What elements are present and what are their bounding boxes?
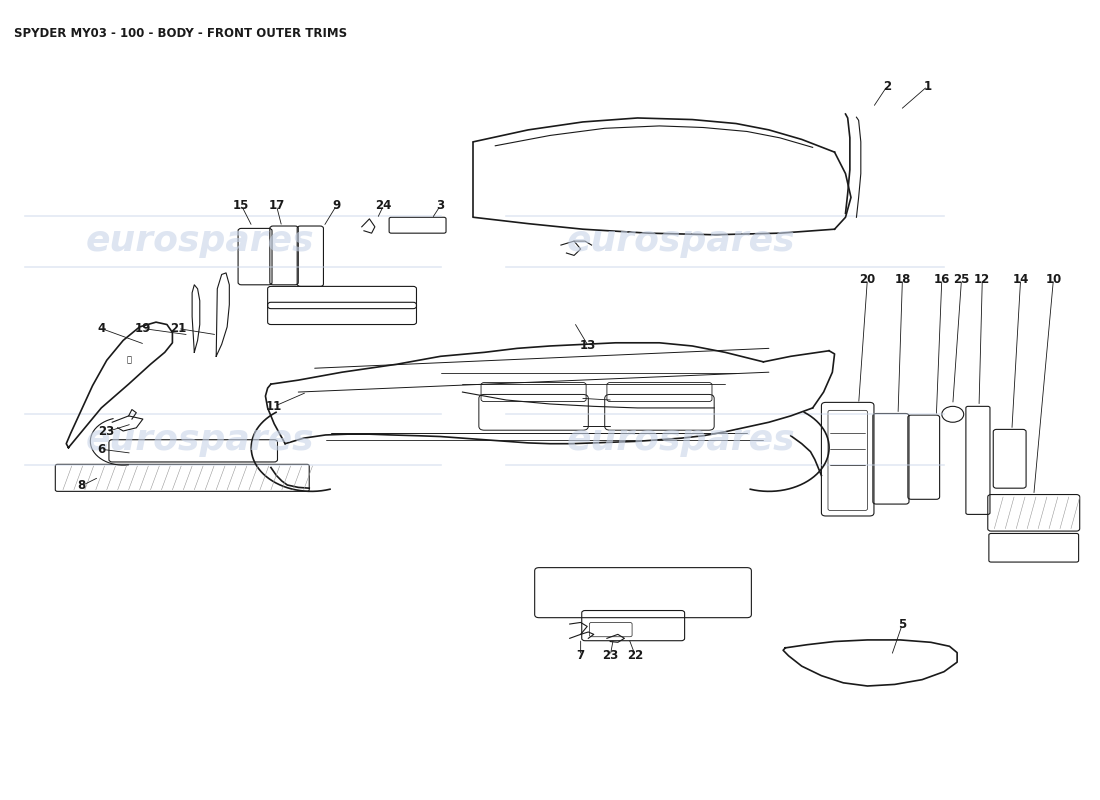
Text: 1: 1 (924, 80, 932, 93)
Text: 8: 8 (77, 479, 86, 492)
Text: 17: 17 (268, 199, 285, 212)
Text: 5: 5 (899, 618, 906, 630)
Text: eurospares: eurospares (566, 224, 795, 258)
Text: 9: 9 (332, 199, 341, 212)
Text: 13: 13 (580, 339, 596, 353)
Text: 19: 19 (134, 322, 151, 335)
Text: 11: 11 (266, 400, 283, 413)
Text: 10: 10 (1045, 273, 1062, 286)
Text: eurospares: eurospares (86, 224, 315, 258)
Text: 14: 14 (1012, 273, 1028, 286)
Text: 12: 12 (975, 273, 990, 286)
Text: 2: 2 (883, 80, 891, 93)
Text: 20: 20 (859, 273, 876, 286)
Text: 15: 15 (233, 199, 250, 212)
Text: 4: 4 (97, 322, 106, 335)
Text: 3: 3 (437, 199, 444, 212)
Text: 22: 22 (627, 650, 644, 662)
Text: SPYDER MY03 - 100 - BODY - FRONT OUTER TRIMS: SPYDER MY03 - 100 - BODY - FRONT OUTER T… (13, 26, 346, 40)
Text: 7: 7 (576, 650, 585, 662)
Text: 24: 24 (375, 199, 392, 212)
Text: eurospares: eurospares (86, 422, 315, 457)
Text: 16: 16 (934, 273, 950, 286)
Text: 23: 23 (99, 426, 114, 438)
Text: 6: 6 (97, 442, 106, 456)
Text: 18: 18 (894, 273, 911, 286)
Text: 25: 25 (954, 273, 970, 286)
Text: 23: 23 (602, 650, 618, 662)
Text: Ⓜ: Ⓜ (126, 356, 131, 365)
Text: 21: 21 (169, 322, 186, 335)
Text: eurospares: eurospares (566, 422, 795, 457)
